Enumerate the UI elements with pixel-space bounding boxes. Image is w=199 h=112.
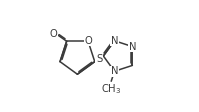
Text: O: O [50, 29, 58, 39]
Text: O: O [84, 36, 92, 46]
Text: N: N [111, 36, 118, 46]
Text: CH$_3$: CH$_3$ [101, 82, 121, 96]
Text: N: N [129, 42, 136, 52]
Text: N: N [111, 66, 118, 76]
Text: S: S [96, 54, 102, 64]
